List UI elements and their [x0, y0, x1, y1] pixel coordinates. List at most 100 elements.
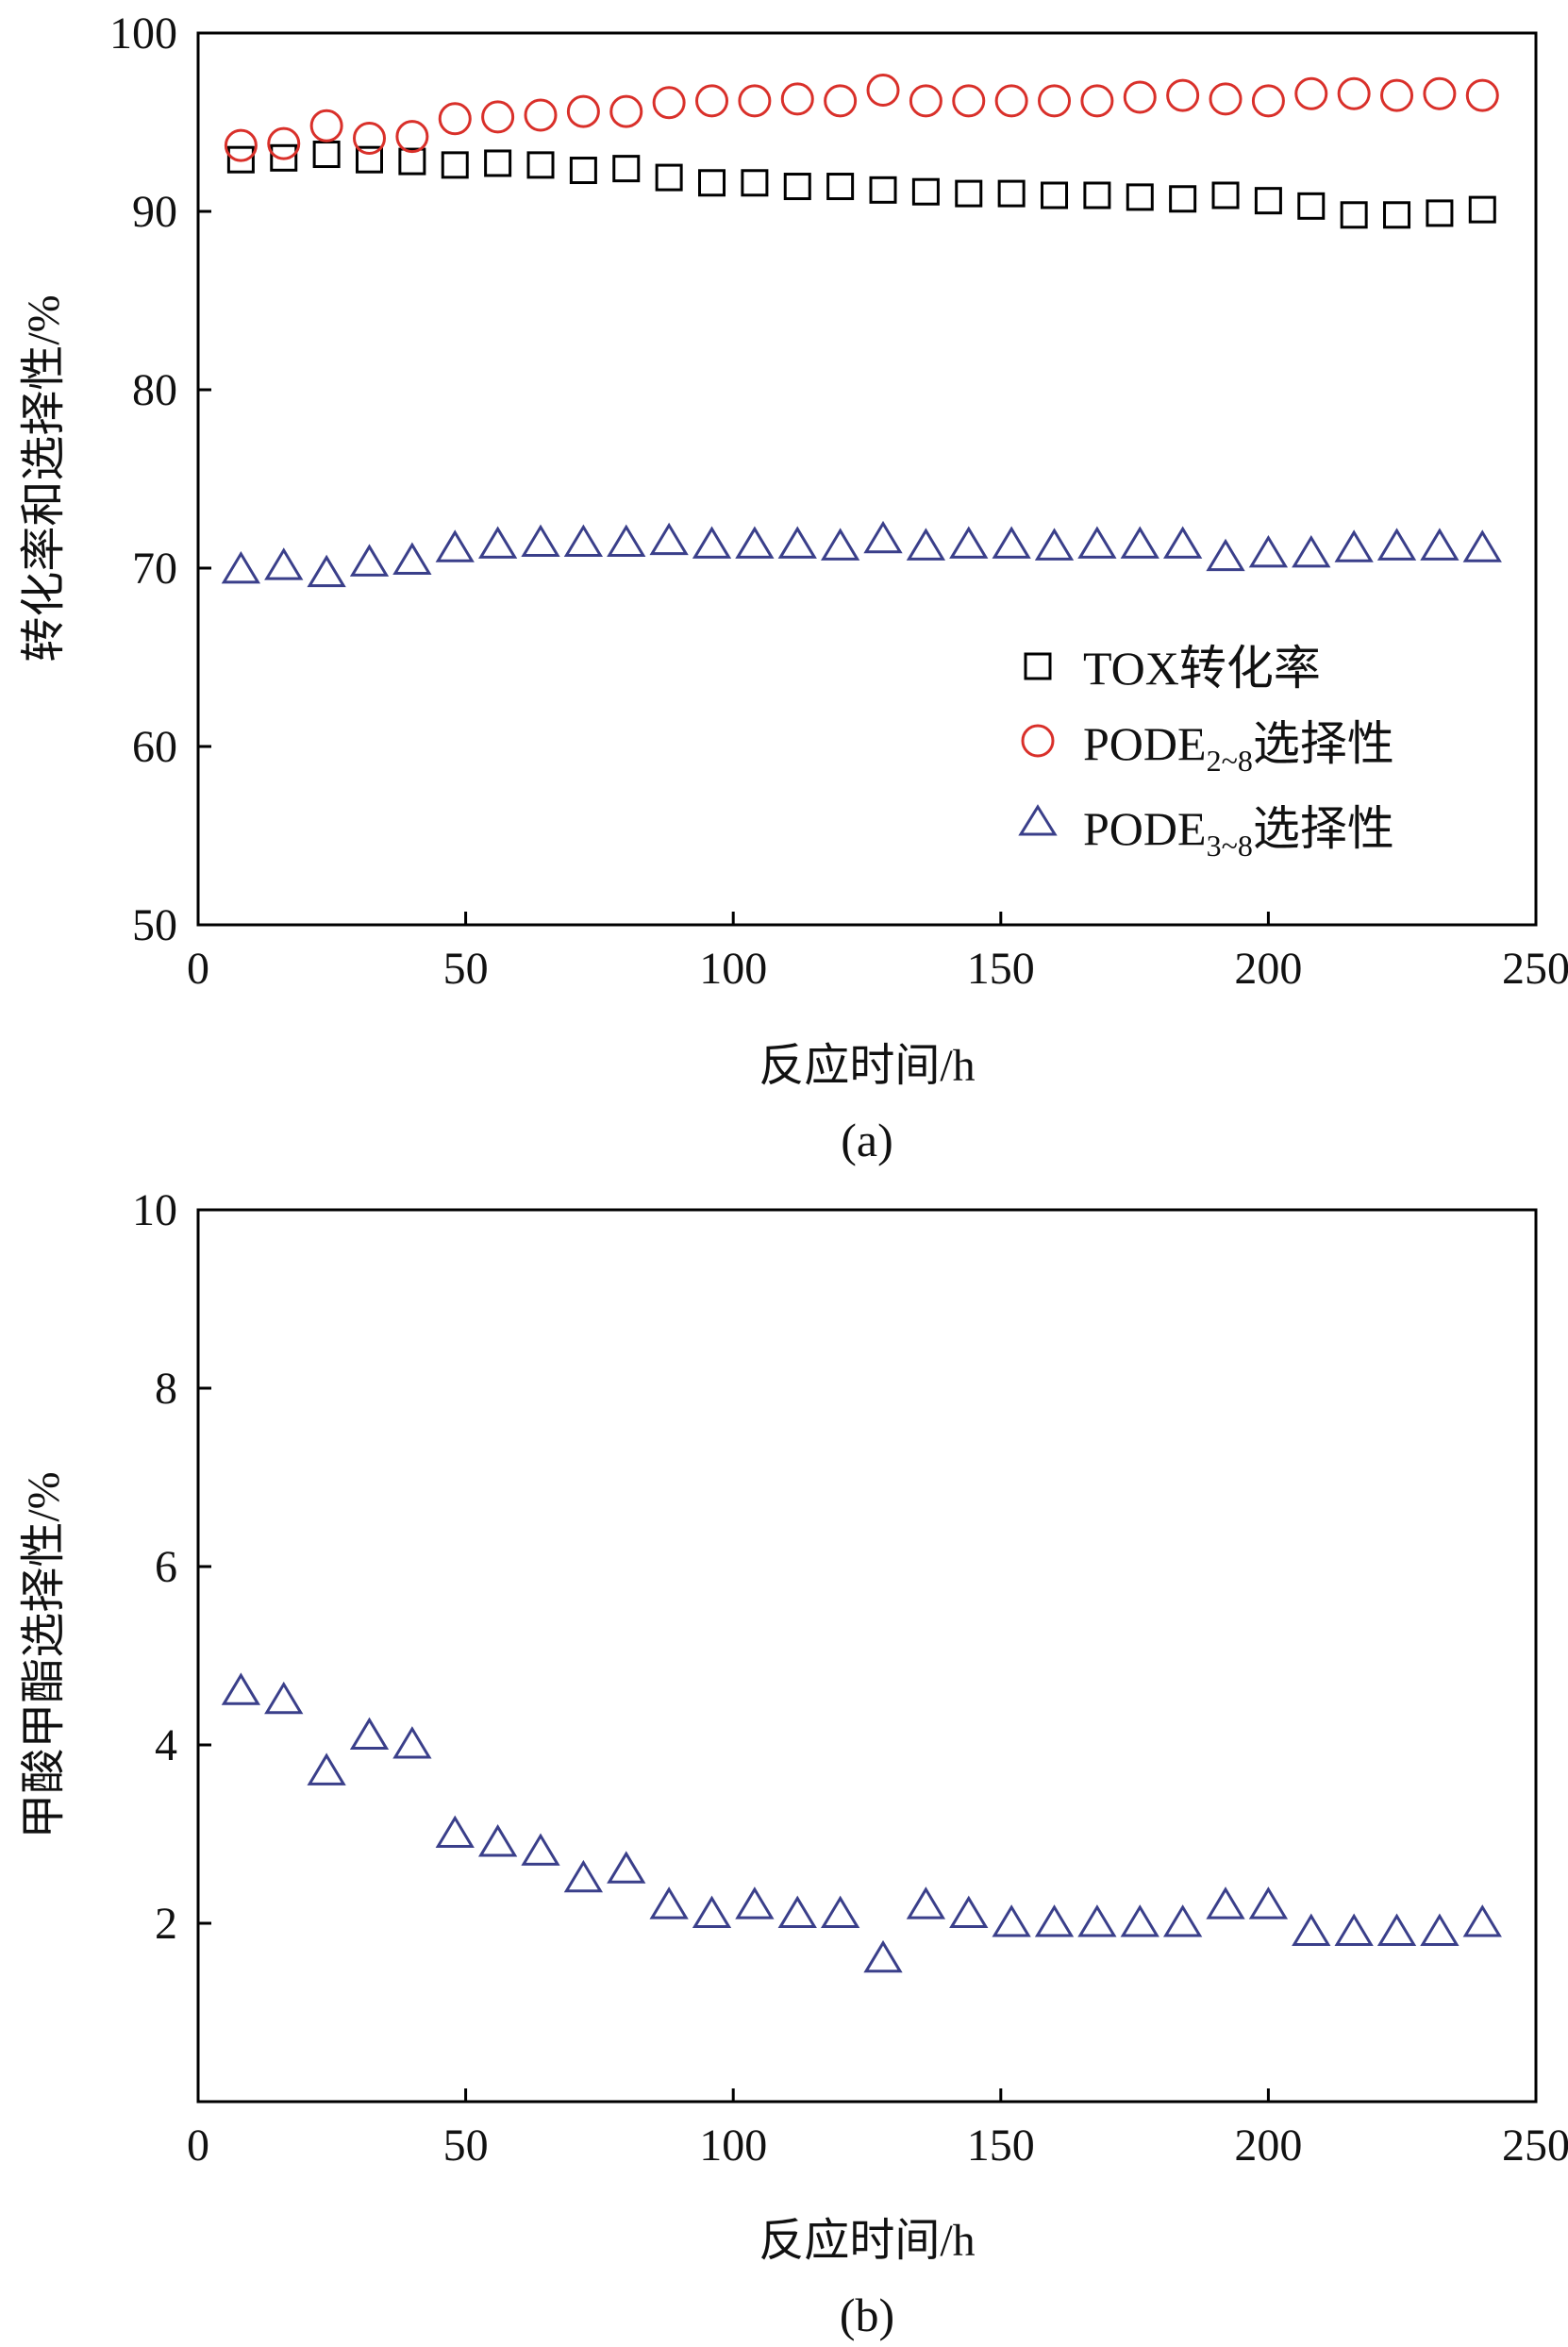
data-point-circle: [524, 98, 558, 132]
data-point-triangle: [392, 1726, 432, 1759]
data-point-triangle: [735, 526, 775, 559]
caption-a: (a): [841, 1114, 893, 1166]
data-point-circle: [1038, 84, 1072, 118]
data-point-triangle: [1077, 1904, 1117, 1937]
data-point-triangle: [307, 554, 346, 588]
data-point-square: [1254, 187, 1282, 215]
y-tick-label: 60: [132, 722, 177, 772]
data-point-triangle: [1248, 534, 1289, 568]
x-ticks-a: 0 50 100 150 200 250: [187, 912, 1568, 994]
data-point-square: [441, 151, 469, 179]
data-point-triangle: [777, 1895, 817, 1929]
data-point-square: [526, 151, 555, 179]
data-point-circle: [994, 84, 1028, 118]
data-point-circle: [438, 102, 472, 136]
data-point-square: [1297, 192, 1326, 220]
series-triangle: [221, 1672, 1502, 1973]
data-point-square: [270, 143, 298, 172]
data-point-square: [226, 145, 255, 174]
x-tick-label: 200: [1234, 944, 1302, 994]
data-point-triangle: [563, 1859, 604, 1893]
y-tick-label: 50: [132, 900, 177, 950]
legend-square-marker: [1024, 652, 1052, 680]
data-point-square: [911, 177, 940, 206]
data-point-circle: [566, 94, 600, 128]
data-point-triangle: [863, 520, 903, 554]
legend-a: TOX转化率 PODE2~8选择性 PODE3~8选择性: [1018, 642, 1394, 863]
data-point-square: [612, 155, 641, 183]
data-point-square: [1169, 185, 1197, 213]
data-point-triangle: [992, 1904, 1031, 1937]
data-point-square: [312, 141, 341, 169]
data-point-circle: [353, 122, 387, 156]
data-point-triangle: [1162, 526, 1203, 559]
data-point-square: [356, 145, 384, 174]
data-point-triangle: [735, 1886, 775, 1920]
legend-pode28-main: PODE: [1083, 717, 1207, 770]
legend-label-pode38: PODE3~8选择性: [1083, 802, 1394, 863]
y-tick-label: 8: [155, 1364, 177, 1414]
x-tick-label: 150: [967, 944, 1035, 994]
legend-pode38-main: PODE: [1083, 802, 1207, 855]
caption-b: (b): [840, 2288, 894, 2341]
data-point-square: [783, 173, 811, 201]
series-circle: [224, 73, 1499, 162]
data-point-triangle: [607, 1851, 646, 1884]
data-point-triangle: [435, 1815, 475, 1848]
data-point-triangle: [1292, 1913, 1331, 1946]
legend-pode38-sub: 3~8: [1207, 829, 1253, 863]
legend-triangle-marker: [1018, 804, 1058, 836]
plot-frame-b: [196, 1208, 1538, 2104]
y-tick-label: 90: [132, 187, 177, 237]
x-axis-label-b: 反应时间/h: [759, 2216, 975, 2266]
x-axis-label-a: 反应时间/h: [759, 1041, 975, 1091]
y-ticks-b: 2 4 6 8 10: [132, 1185, 211, 1949]
data-point-triangle: [1248, 1886, 1289, 1920]
data-point-triangle: [1376, 1913, 1417, 1946]
x-tick-label: 200: [1234, 2121, 1302, 2171]
legend-item-pode28: PODE2~8选择性: [1021, 717, 1394, 778]
y-tick-label: 6: [155, 1542, 177, 1592]
data-point-circle: [1294, 76, 1328, 110]
x-tick-label: 100: [699, 2121, 767, 2171]
data-point-square: [484, 149, 512, 177]
data-point-triangle: [1462, 529, 1502, 562]
data-point-triangle: [521, 524, 560, 558]
data-point-square: [655, 163, 683, 192]
data-point-triangle: [1206, 538, 1245, 572]
data-point-square: [869, 176, 897, 204]
data-point-triangle: [906, 528, 946, 561]
data-point-circle: [1337, 76, 1371, 110]
data-point-triangle: [906, 1886, 946, 1920]
data-point-triangle: [264, 547, 304, 580]
data-point-square: [997, 179, 1026, 208]
data-point-square: [955, 179, 983, 208]
data-point-square: [1211, 181, 1240, 210]
y-axis-label-a: 转化率和选择性/%: [19, 294, 69, 662]
data-point-circle: [824, 84, 858, 118]
data-point-square: [569, 157, 597, 185]
data-point-triangle: [1334, 529, 1374, 562]
data-point-triangle: [349, 1717, 390, 1751]
legend-circle-marker: [1021, 724, 1055, 758]
legend-item-pode38: PODE3~8选择性: [1018, 802, 1394, 863]
y-tick-label: 70: [132, 544, 177, 594]
x-tick-label: 0: [187, 944, 209, 994]
y-tick-label: 10: [132, 1185, 177, 1235]
data-point-triangle: [1162, 1904, 1203, 1937]
data-point-circle: [909, 84, 942, 118]
data-point-circle: [309, 109, 343, 142]
y-tick-label: 100: [109, 8, 177, 59]
y-tick-label: 2: [155, 1899, 177, 1949]
data-point-triangle: [1077, 526, 1117, 559]
data-point-triangle: [1206, 1886, 1245, 1920]
series-square: [226, 141, 1496, 229]
data-point-triangle: [1420, 528, 1460, 561]
series-b: [221, 1672, 1502, 1973]
data-point-square: [1126, 183, 1154, 211]
data-point-circle: [481, 100, 515, 134]
data-point-triangle: [863, 1939, 903, 1973]
data-point-triangle: [264, 1681, 304, 1715]
